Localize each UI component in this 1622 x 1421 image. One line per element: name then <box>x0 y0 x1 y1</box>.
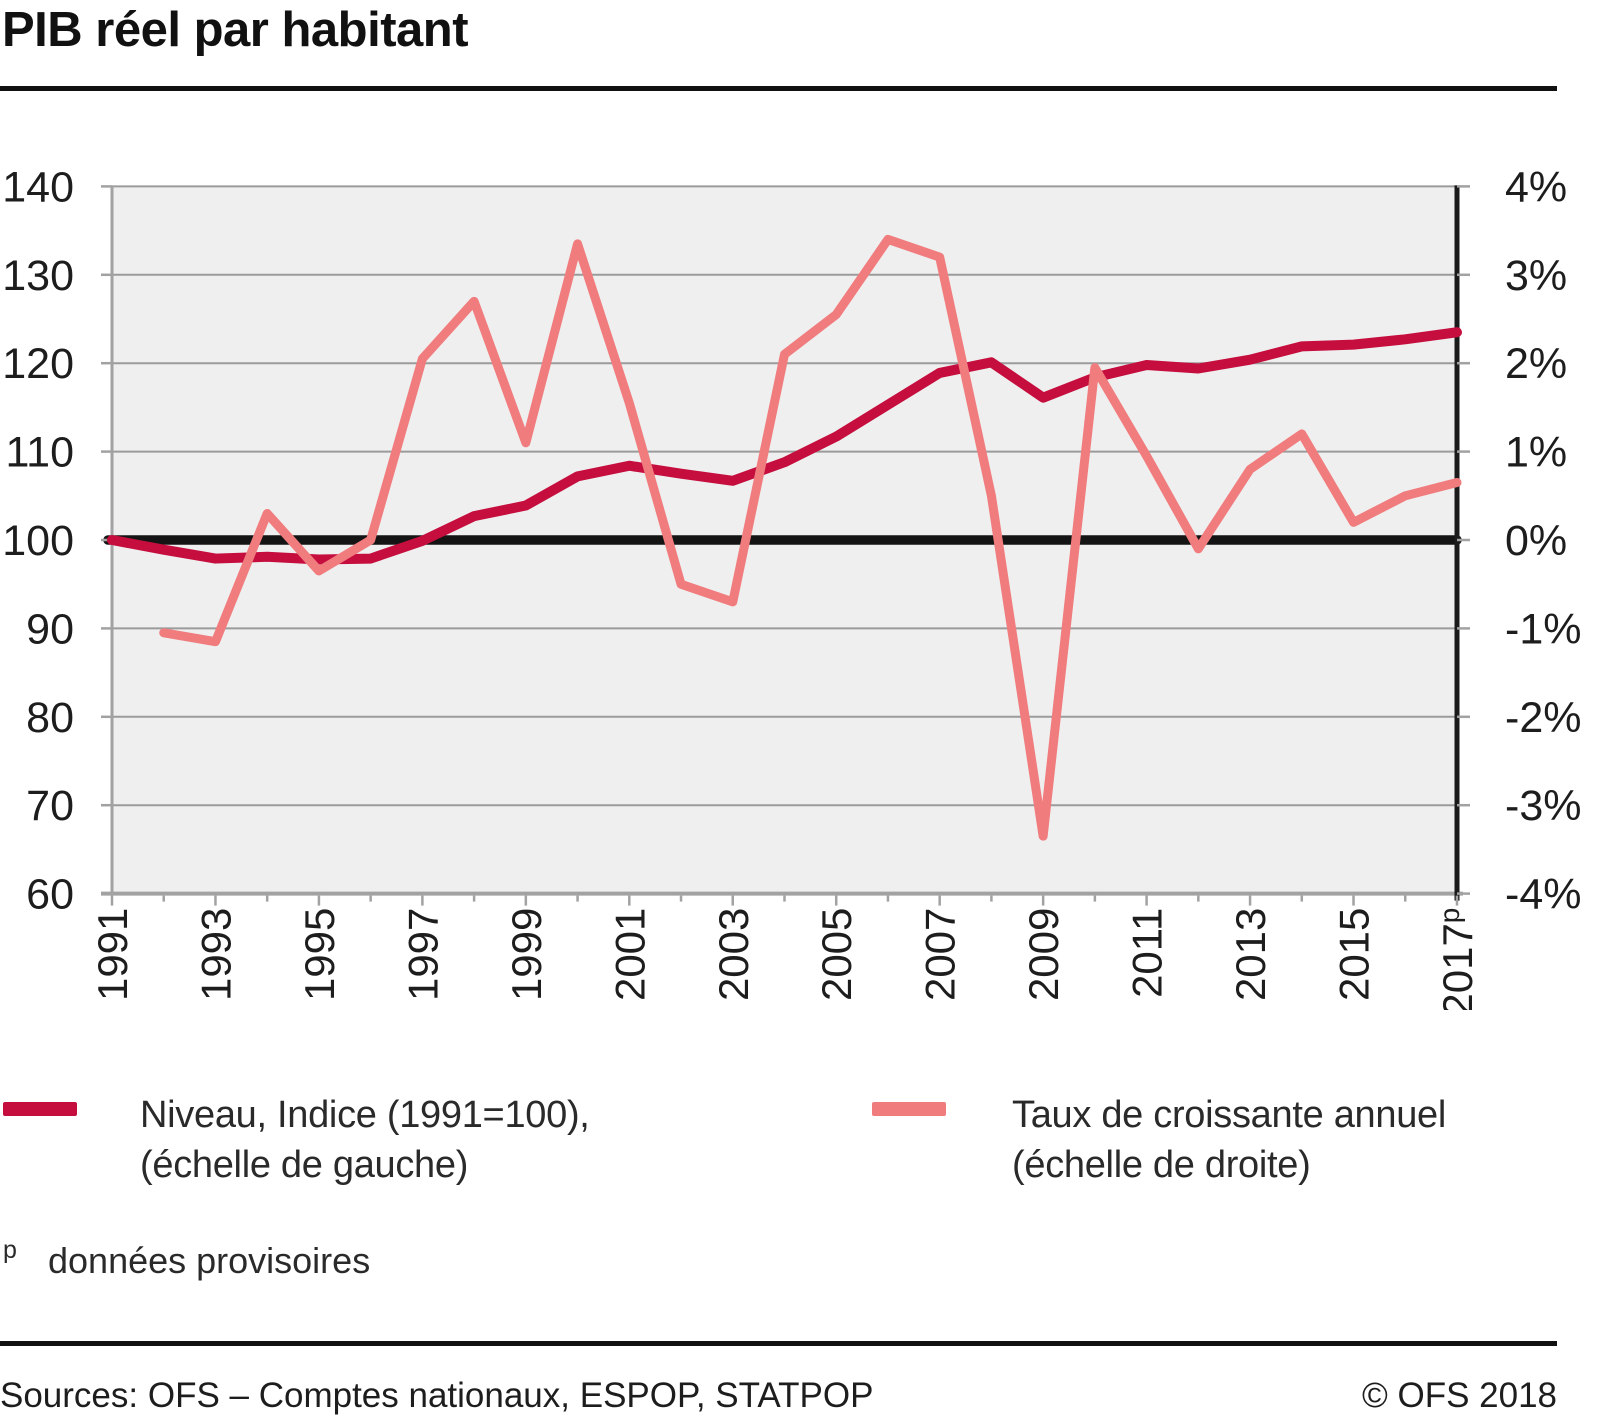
legend-label-niveau-line2: (échelle de gauche) <box>140 1144 469 1186</box>
y-axis-left-label: 60 <box>26 871 74 919</box>
x-axis-label: 1997 <box>399 908 446 1001</box>
x-axis-label: 2013 <box>1227 908 1274 1001</box>
legend-label-taux-line2: (échelle de droite) <box>1012 1144 1311 1186</box>
copyright-text: © OFS 2018 <box>1361 1376 1557 1415</box>
legend-label-taux: Taux de croissante annuel (échelle de dr… <box>1012 1090 1446 1190</box>
page-title: PIB réel par habitant <box>2 3 469 57</box>
x-axis-label: 2009 <box>1020 908 1067 1001</box>
bottom-rule <box>0 1341 1557 1346</box>
y-axis-right-label: 3% <box>1505 252 1567 300</box>
x-axis-label: 2007 <box>917 908 964 1001</box>
legend-label-taux-line1: Taux de croissante annuel <box>1012 1094 1447 1136</box>
x-axis-label: 2005 <box>813 908 860 1001</box>
y-axis-right-label: -3% <box>1505 782 1581 830</box>
y-axis-right-label: 0% <box>1505 517 1567 565</box>
axis-labels: 140 4% 130 3% 120 2% 110 1% 100 0% 90 -1% 80 -2% 70 -3%… <box>2 163 1581 1010</box>
footnote-text: données provisoires <box>48 1240 371 1281</box>
legend-swatch-niveau <box>3 1102 77 1116</box>
y-axis-right-label: 4% <box>1505 163 1567 211</box>
x-axis-label: 2015 <box>1331 908 1378 1001</box>
x-axis-label: 2003 <box>710 908 757 1001</box>
footer: Sources: OFS – Comptes nationaux, ESPOP,… <box>0 1376 1557 1416</box>
y-axis-left-label: 100 <box>2 517 74 565</box>
sources-text: Sources: OFS – Comptes nationaux, ESPOP,… <box>0 1376 874 1415</box>
x-axis-label: 1993 <box>192 908 239 1001</box>
y-axis-left-label: 110 <box>5 429 74 477</box>
x-axis-label: 2011 <box>1124 908 1171 998</box>
y-axis-right-label: 1% <box>1505 429 1567 477</box>
footnote-marker: p <box>3 1236 17 1264</box>
y-axis-right-label: 2% <box>1505 340 1567 388</box>
y-axis-left-label: 120 <box>2 340 74 388</box>
legend-label-niveau: Niveau, Indice (1991=100), (échelle de g… <box>140 1090 590 1190</box>
x-axis-label: 2017p <box>1434 908 1481 1010</box>
y-axis-left-label: 90 <box>26 605 74 653</box>
chart-canvas: 140 4% 130 3% 120 2% 110 1% 100 0% 90 -1% 80 -2% 70 -3%… <box>2 163 1581 1010</box>
x-axis-label: 1995 <box>296 908 343 1001</box>
legend-swatch-taux <box>872 1102 946 1116</box>
y-axis-left-label: 140 <box>2 163 74 211</box>
x-axis-label: 1991 <box>89 908 136 1001</box>
y-axis-left-label: 130 <box>2 252 74 300</box>
growth-line <box>159 234 1462 841</box>
y-axis-left-label: 80 <box>26 694 74 742</box>
y-axis-right-label: -1% <box>1505 605 1581 653</box>
x-axis-label: 2001 <box>606 908 653 1001</box>
y-axis-right-label: -2% <box>1505 694 1581 742</box>
y-axis-left-label: 70 <box>26 782 74 830</box>
title-rule <box>0 86 1557 91</box>
legend-label-niveau-line1: Niveau, Indice (1991=100), <box>140 1094 590 1136</box>
y-axis-right-label: -4% <box>1505 871 1581 919</box>
x-axis-label: 1999 <box>503 908 550 1001</box>
